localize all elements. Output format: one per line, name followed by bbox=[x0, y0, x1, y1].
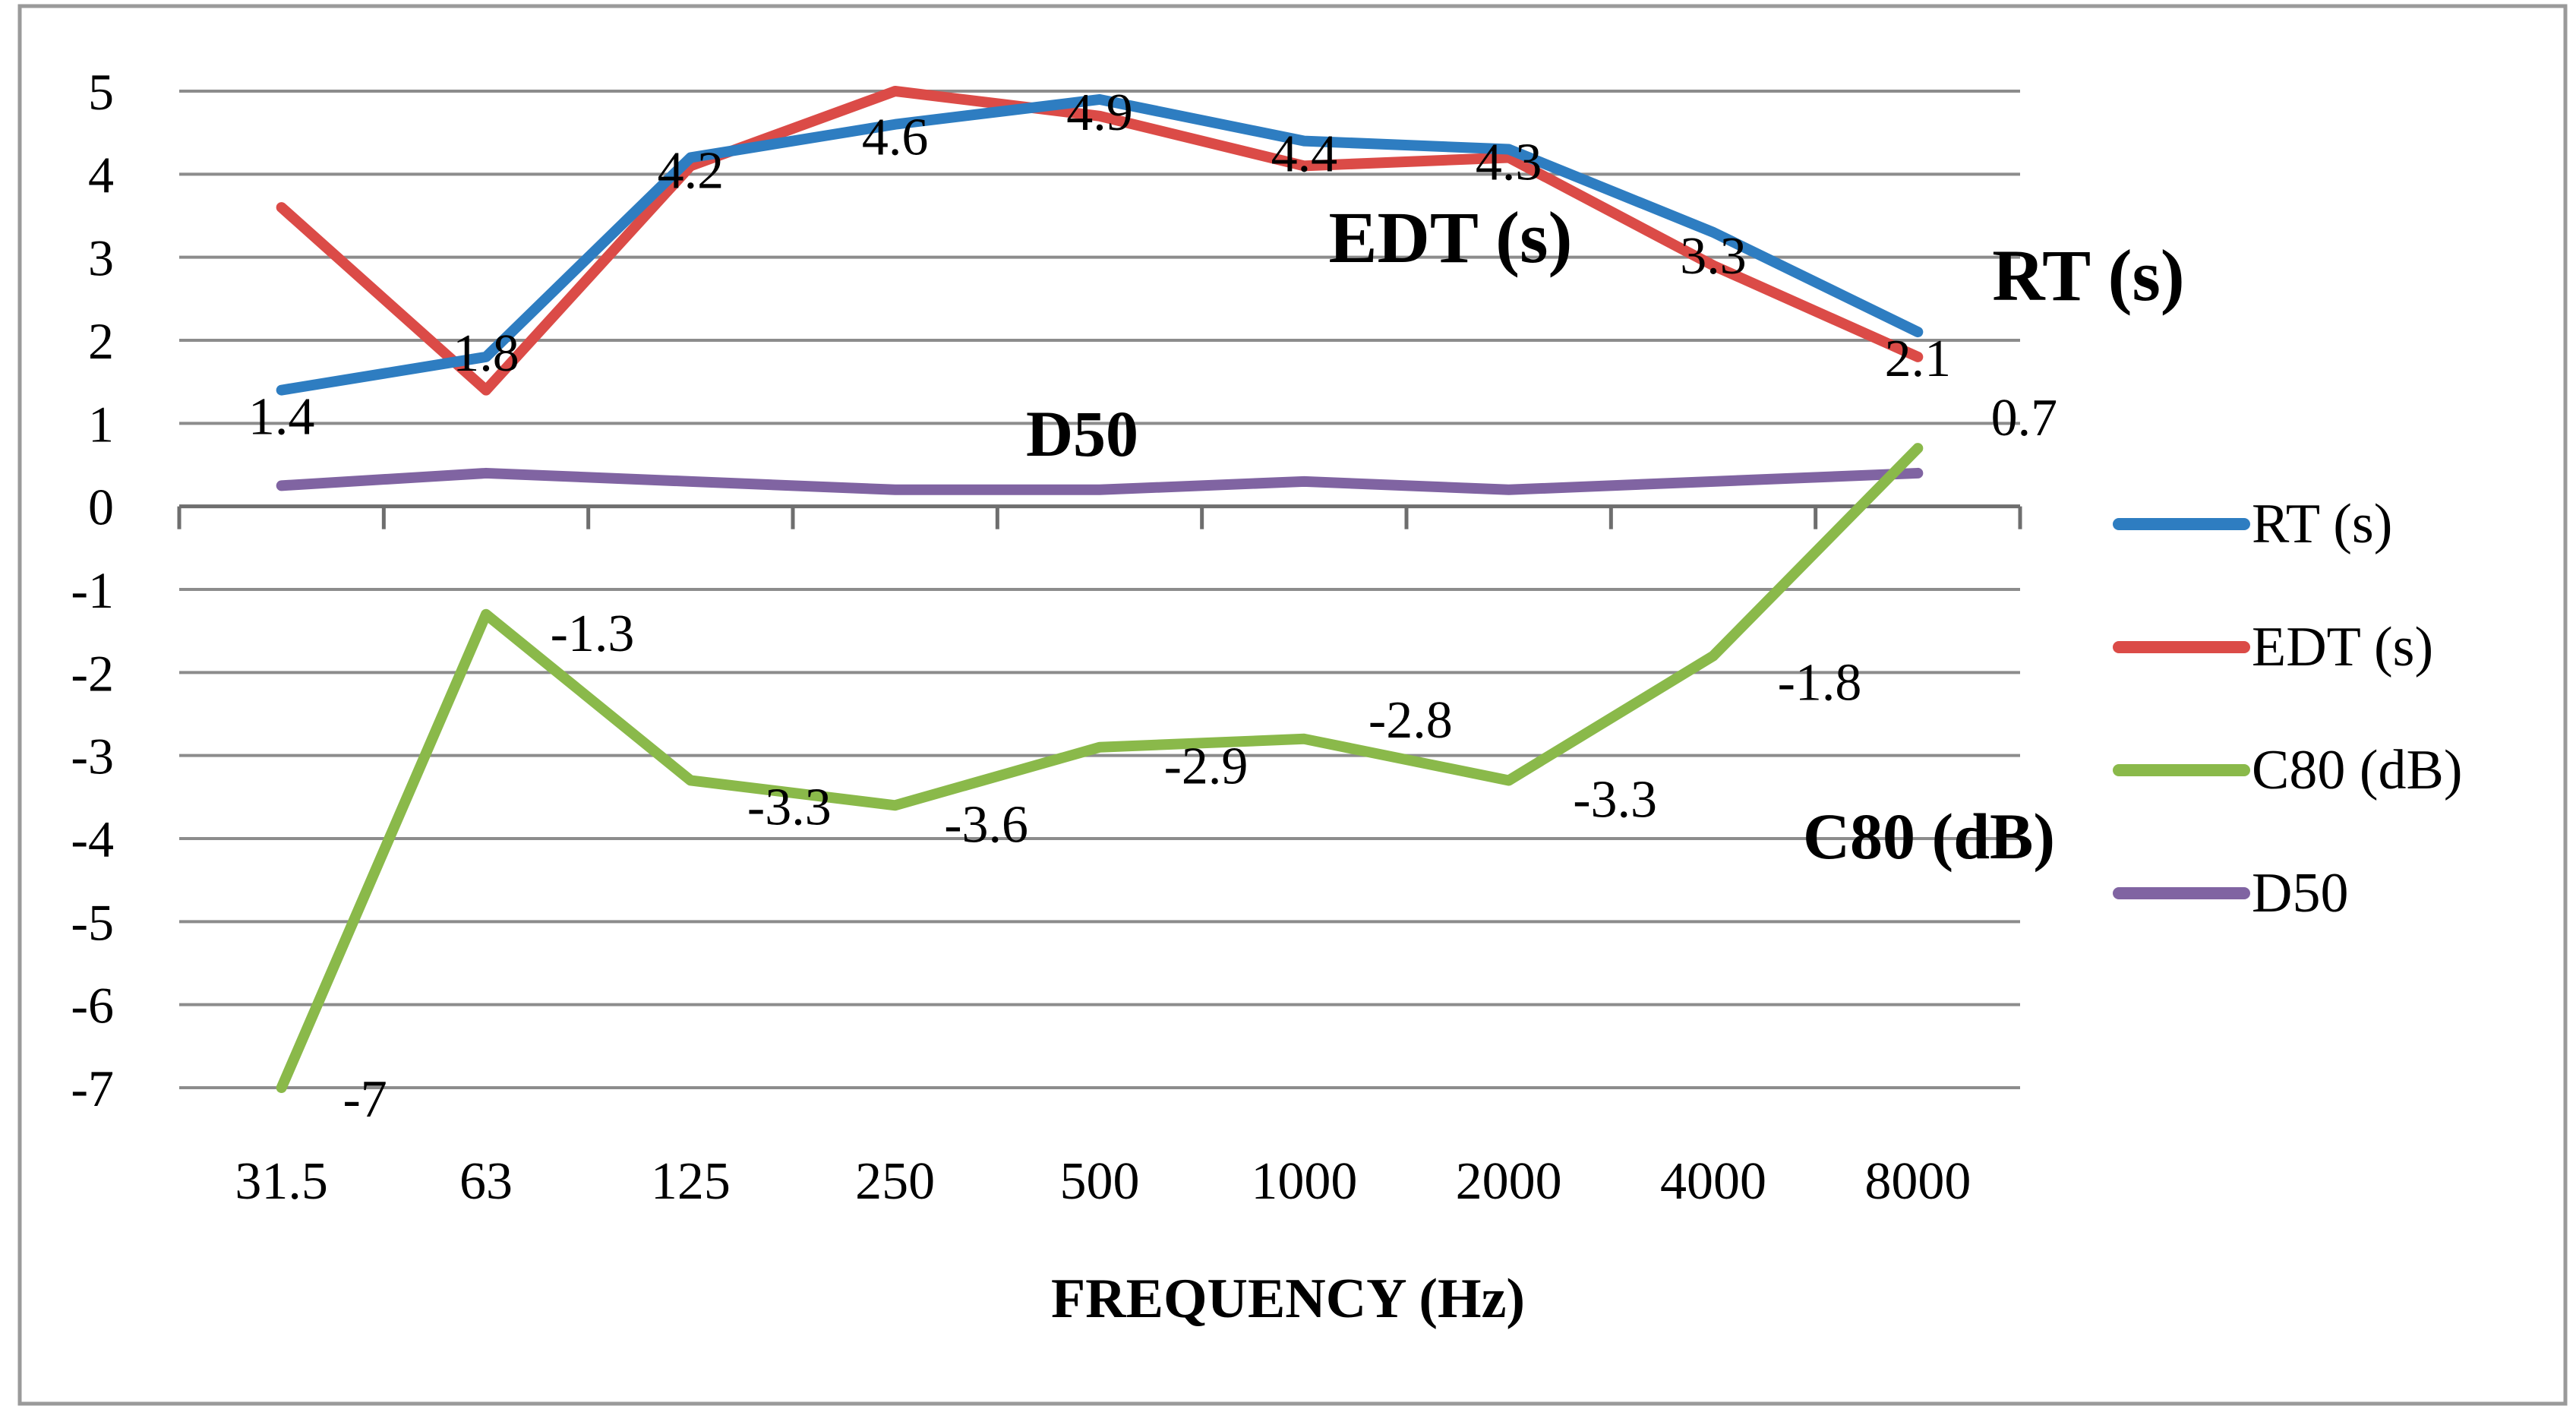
x-tick-label: 250 bbox=[855, 1152, 935, 1211]
y-tick-label: 4 bbox=[88, 146, 114, 204]
data-label-c80: -3.3 bbox=[1573, 770, 1657, 829]
data-label-c80: 0.7 bbox=[1991, 389, 2058, 447]
data-label-rt: 2.1 bbox=[1885, 330, 1952, 388]
y-tick-label: 0 bbox=[88, 479, 114, 536]
annotations: EDT (s) RT (s) D50 C80 (dB) bbox=[1026, 197, 2185, 873]
x-tick-label: 63 bbox=[459, 1152, 513, 1211]
series-line-d50 bbox=[276, 467, 1924, 495]
annotation-label: RT (s) bbox=[1992, 235, 2185, 316]
x-tick-label: 8000 bbox=[1864, 1152, 1971, 1211]
x-tick-label: 125 bbox=[651, 1152, 731, 1211]
x-axis-title: FREQUENCY (Hz) bbox=[1051, 1268, 1525, 1330]
y-tick-labels: 5 4 3 2 1 0 -1 -2 -3 -4 -5 -6 -7 bbox=[71, 63, 114, 1117]
y-tick-label: 5 bbox=[88, 63, 114, 121]
y-tick-label: -4 bbox=[71, 810, 114, 868]
y-tick-label: -2 bbox=[71, 644, 114, 702]
data-label-c80: -1.3 bbox=[551, 605, 635, 663]
y-tick-label: -3 bbox=[71, 728, 114, 785]
legend: RT (s) EDT (s) C80 (dB) D50 bbox=[2113, 493, 2463, 924]
data-label-c80: -7 bbox=[343, 1070, 387, 1129]
legend-label: RT (s) bbox=[2252, 493, 2392, 555]
data-labels: 1.4 1.8 4.2 4.6 4.9 4.4 4.3 3.3 2.1 -7 -1.3 -3.3 -3.… bbox=[248, 84, 2057, 1129]
y-tick-label: -7 bbox=[71, 1060, 114, 1117]
series-lines bbox=[276, 86, 1924, 1093]
data-label-rt: 3.3 bbox=[1680, 227, 1747, 286]
x-tick-label: 1000 bbox=[1251, 1152, 1357, 1211]
y-tick-label: -1 bbox=[71, 561, 114, 619]
annotation-label: EDT (s) bbox=[1329, 197, 1573, 278]
data-label-c80: -1.8 bbox=[1778, 653, 1862, 712]
y-tick-label: -5 bbox=[71, 893, 114, 951]
y-tick-label: 1 bbox=[88, 395, 114, 453]
legend-label: D50 bbox=[2252, 862, 2348, 924]
series-line-rt-s bbox=[276, 93, 1924, 396]
data-label-c80: -3.6 bbox=[944, 795, 1028, 854]
annotation-label: C80 (dB) bbox=[1803, 800, 2055, 873]
series-line-c80-db bbox=[276, 443, 1924, 1093]
legend-label: C80 (dB) bbox=[2252, 739, 2463, 801]
x-tick-label: 4000 bbox=[1660, 1152, 1766, 1211]
data-label-rt: 1.4 bbox=[248, 388, 315, 447]
data-label-rt: 4.9 bbox=[1066, 84, 1133, 142]
data-label-rt: 1.8 bbox=[453, 324, 519, 383]
data-label-rt: 4.4 bbox=[1271, 125, 1338, 184]
data-label-rt: 4.3 bbox=[1476, 134, 1542, 192]
x-tick-label: 31.5 bbox=[235, 1152, 328, 1211]
data-label-c80: -2.8 bbox=[1368, 691, 1453, 750]
x-tick-label: 500 bbox=[1060, 1152, 1140, 1211]
y-tick-label: -6 bbox=[71, 977, 114, 1035]
axes bbox=[177, 504, 2022, 529]
series-line-edt-s bbox=[276, 86, 1924, 396]
data-label-c80: -2.9 bbox=[1164, 738, 1249, 796]
annotation-label: D50 bbox=[1026, 397, 1138, 470]
data-label-rt: 4.6 bbox=[862, 109, 929, 167]
x-tick-label: 2000 bbox=[1456, 1152, 1562, 1211]
y-tick-label: 3 bbox=[88, 229, 114, 287]
y-tick-label: 2 bbox=[88, 312, 114, 370]
legend-label: EDT (s) bbox=[2252, 616, 2433, 678]
data-label-rt: 4.2 bbox=[658, 141, 724, 200]
x-tick-labels: 31.5 63 125 250 500 1000 2000 4000 8000 bbox=[235, 1152, 1971, 1211]
data-label-c80: -3.3 bbox=[747, 778, 832, 836]
